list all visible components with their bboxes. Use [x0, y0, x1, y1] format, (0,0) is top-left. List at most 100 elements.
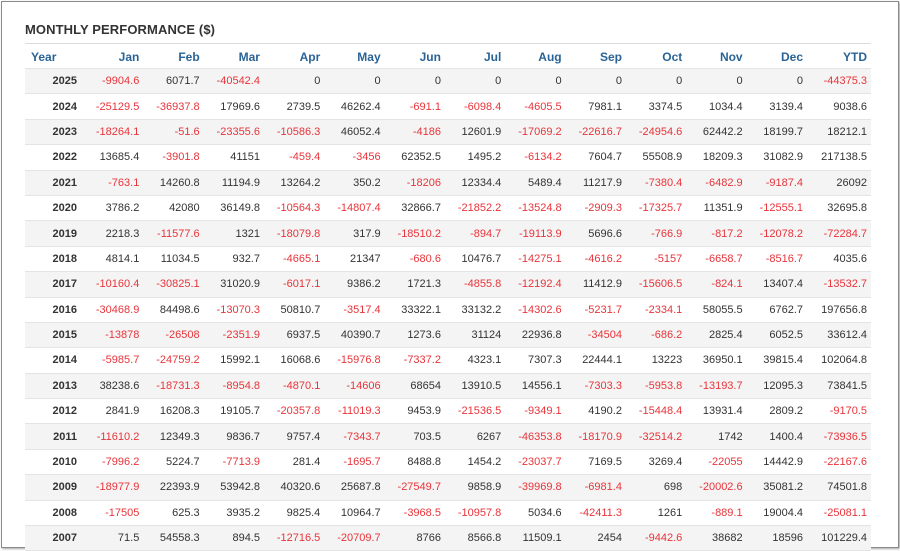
month-value-cell: -7996.2 [83, 448, 144, 475]
month-value-cell: 40320.6 [263, 474, 325, 501]
month-value-cell: 55508.9 [625, 144, 687, 171]
month-value-cell: 0 [324, 67, 385, 94]
month-value-cell: -5157 [625, 245, 687, 272]
month-value-cell: 13931.4 [686, 398, 747, 424]
month-value-cell: 10476.7 [444, 245, 506, 272]
year-cell: 2017 [25, 271, 83, 298]
month-value-cell: 11509.1 [505, 525, 566, 551]
month-value-cell: 0 [746, 67, 807, 94]
month-value-cell: 53942.8 [203, 474, 264, 501]
ytd-cell: -25081.1 [807, 499, 871, 526]
month-value-cell: 9858.9 [444, 474, 506, 501]
column-header-may: May [357, 50, 381, 64]
year-cell: 2009 [25, 474, 83, 501]
month-value-cell: 41151 [203, 144, 264, 171]
month-value-cell: 5696.6 [565, 220, 626, 247]
month-value-cell: 14442.9 [746, 448, 807, 475]
month-value-cell: 16208.3 [143, 398, 204, 424]
month-value-cell: 68654 [384, 372, 445, 399]
month-value-cell: -13193.7 [686, 372, 747, 399]
month-value-cell: 36149.8 [203, 194, 264, 221]
month-value-cell: 22444.1 [565, 347, 626, 374]
month-value-cell: 3935.2 [203, 499, 264, 526]
month-value-cell: 894.5 [203, 525, 264, 551]
month-value-cell: -824.1 [686, 271, 747, 298]
ytd-cell: 217138.5 [807, 144, 871, 171]
month-value-cell: -6482.9 [686, 169, 747, 196]
month-value-cell: -14807.4 [324, 194, 385, 221]
month-value-cell: 1034.4 [686, 93, 747, 120]
month-value-cell: -23037.7 [505, 448, 566, 475]
ytd-cell: -72284.7 [807, 220, 871, 247]
month-value-cell: 8566.8 [444, 525, 506, 551]
month-value-cell: -7380.4 [625, 169, 687, 196]
month-value-cell: 0 [263, 67, 325, 94]
ytd-cell: 9038.6 [807, 93, 871, 120]
month-value-cell: -8954.8 [203, 372, 264, 399]
month-value-cell: 46052.4 [324, 118, 385, 145]
month-value-cell: 31082.9 [746, 144, 807, 171]
month-value-cell: -17325.7 [625, 194, 687, 221]
month-value-cell: 2825.4 [686, 321, 747, 348]
table-row: 2016 -30468.9 84498.6 -13070.3 50810.7 -3517.… [25, 296, 871, 323]
month-value-cell: 19105.7 [203, 398, 264, 424]
month-value-cell: 9386.2 [324, 271, 385, 298]
table-row: 2020 3786.2 42080 36149.8 -10564.3 -14807.4 32… [25, 194, 871, 221]
month-value-cell: -40542.4 [203, 67, 264, 94]
month-value-cell: -14302.6 [505, 296, 566, 323]
panel-title: MONTHLY PERFORMANCE ($) [25, 22, 216, 37]
month-value-cell: -46353.8 [505, 423, 566, 450]
ytd-cell: -9170.5 [807, 398, 871, 424]
month-value-cell: 350.2 [324, 169, 385, 196]
month-value-cell: 11034.5 [143, 245, 204, 272]
month-value-cell: 19004.4 [746, 499, 807, 526]
month-value-cell: -12078.2 [746, 220, 807, 247]
month-value-cell: 33322.1 [384, 296, 445, 323]
ytd-cell: 32695.8 [807, 194, 871, 221]
year-cell: 2007 [25, 525, 83, 551]
month-value-cell: -15448.4 [625, 398, 687, 424]
column-header-feb: Feb [178, 50, 200, 64]
year-cell: 2016 [25, 296, 83, 323]
year-cell: 2020 [25, 194, 83, 221]
month-value-cell: -6017.1 [263, 271, 325, 298]
month-value-cell: -5985.7 [83, 347, 144, 374]
month-value-cell: -680.6 [384, 245, 445, 272]
month-value-cell: -4665.1 [263, 245, 325, 272]
month-value-cell: -3968.5 [384, 499, 445, 526]
month-value-cell: -21852.2 [444, 194, 506, 221]
month-value-cell: 36950.1 [686, 347, 747, 374]
month-value-cell: 16068.6 [263, 347, 325, 374]
month-value-cell: 17969.6 [203, 93, 264, 120]
month-value-cell: 35081.2 [746, 474, 807, 501]
month-value-cell: 6071.7 [143, 67, 204, 94]
month-value-cell: -18731.3 [143, 372, 204, 399]
month-value-cell: 1495.2 [444, 144, 506, 171]
month-value-cell: 13407.4 [746, 271, 807, 298]
ytd-cell: 74501.8 [807, 474, 871, 501]
month-value-cell: -2351.9 [203, 321, 264, 348]
month-value-cell: 9836.7 [203, 423, 264, 450]
month-value-cell: -7337.2 [384, 347, 445, 374]
month-value-cell: 6052.5 [746, 321, 807, 348]
month-value-cell: 7604.7 [565, 144, 626, 171]
month-value-cell: -20002.6 [686, 474, 747, 501]
table-row: 2018 4814.1 11034.5 932.7 -4665.1 21347 -680.6… [25, 245, 871, 272]
month-value-cell: -7303.3 [565, 372, 626, 399]
table-row: 2022 13685.4 -3901.8 41151 -459.4 -3456 62352.… [25, 144, 871, 171]
table-row: 2008 -17505 625.3 3935.2 9825.4 10964.7 -3968.… [25, 499, 871, 526]
month-value-cell: 1261 [625, 499, 687, 526]
month-value-cell: -5231.7 [565, 296, 626, 323]
month-value-cell: -817.2 [686, 220, 747, 247]
month-value-cell: 32866.7 [384, 194, 445, 221]
month-value-cell: -13878 [83, 321, 144, 348]
month-value-cell: -18510.2 [384, 220, 445, 247]
month-value-cell: -17069.2 [505, 118, 566, 145]
month-value-cell: 71.5 [83, 525, 144, 551]
month-value-cell: -5953.8 [625, 372, 687, 399]
month-value-cell: -22616.7 [565, 118, 626, 145]
column-header-aug: Aug [538, 50, 562, 64]
month-value-cell: -2909.3 [565, 194, 626, 221]
month-value-cell: 84498.6 [143, 296, 204, 323]
month-value-cell: 8766 [384, 525, 445, 551]
